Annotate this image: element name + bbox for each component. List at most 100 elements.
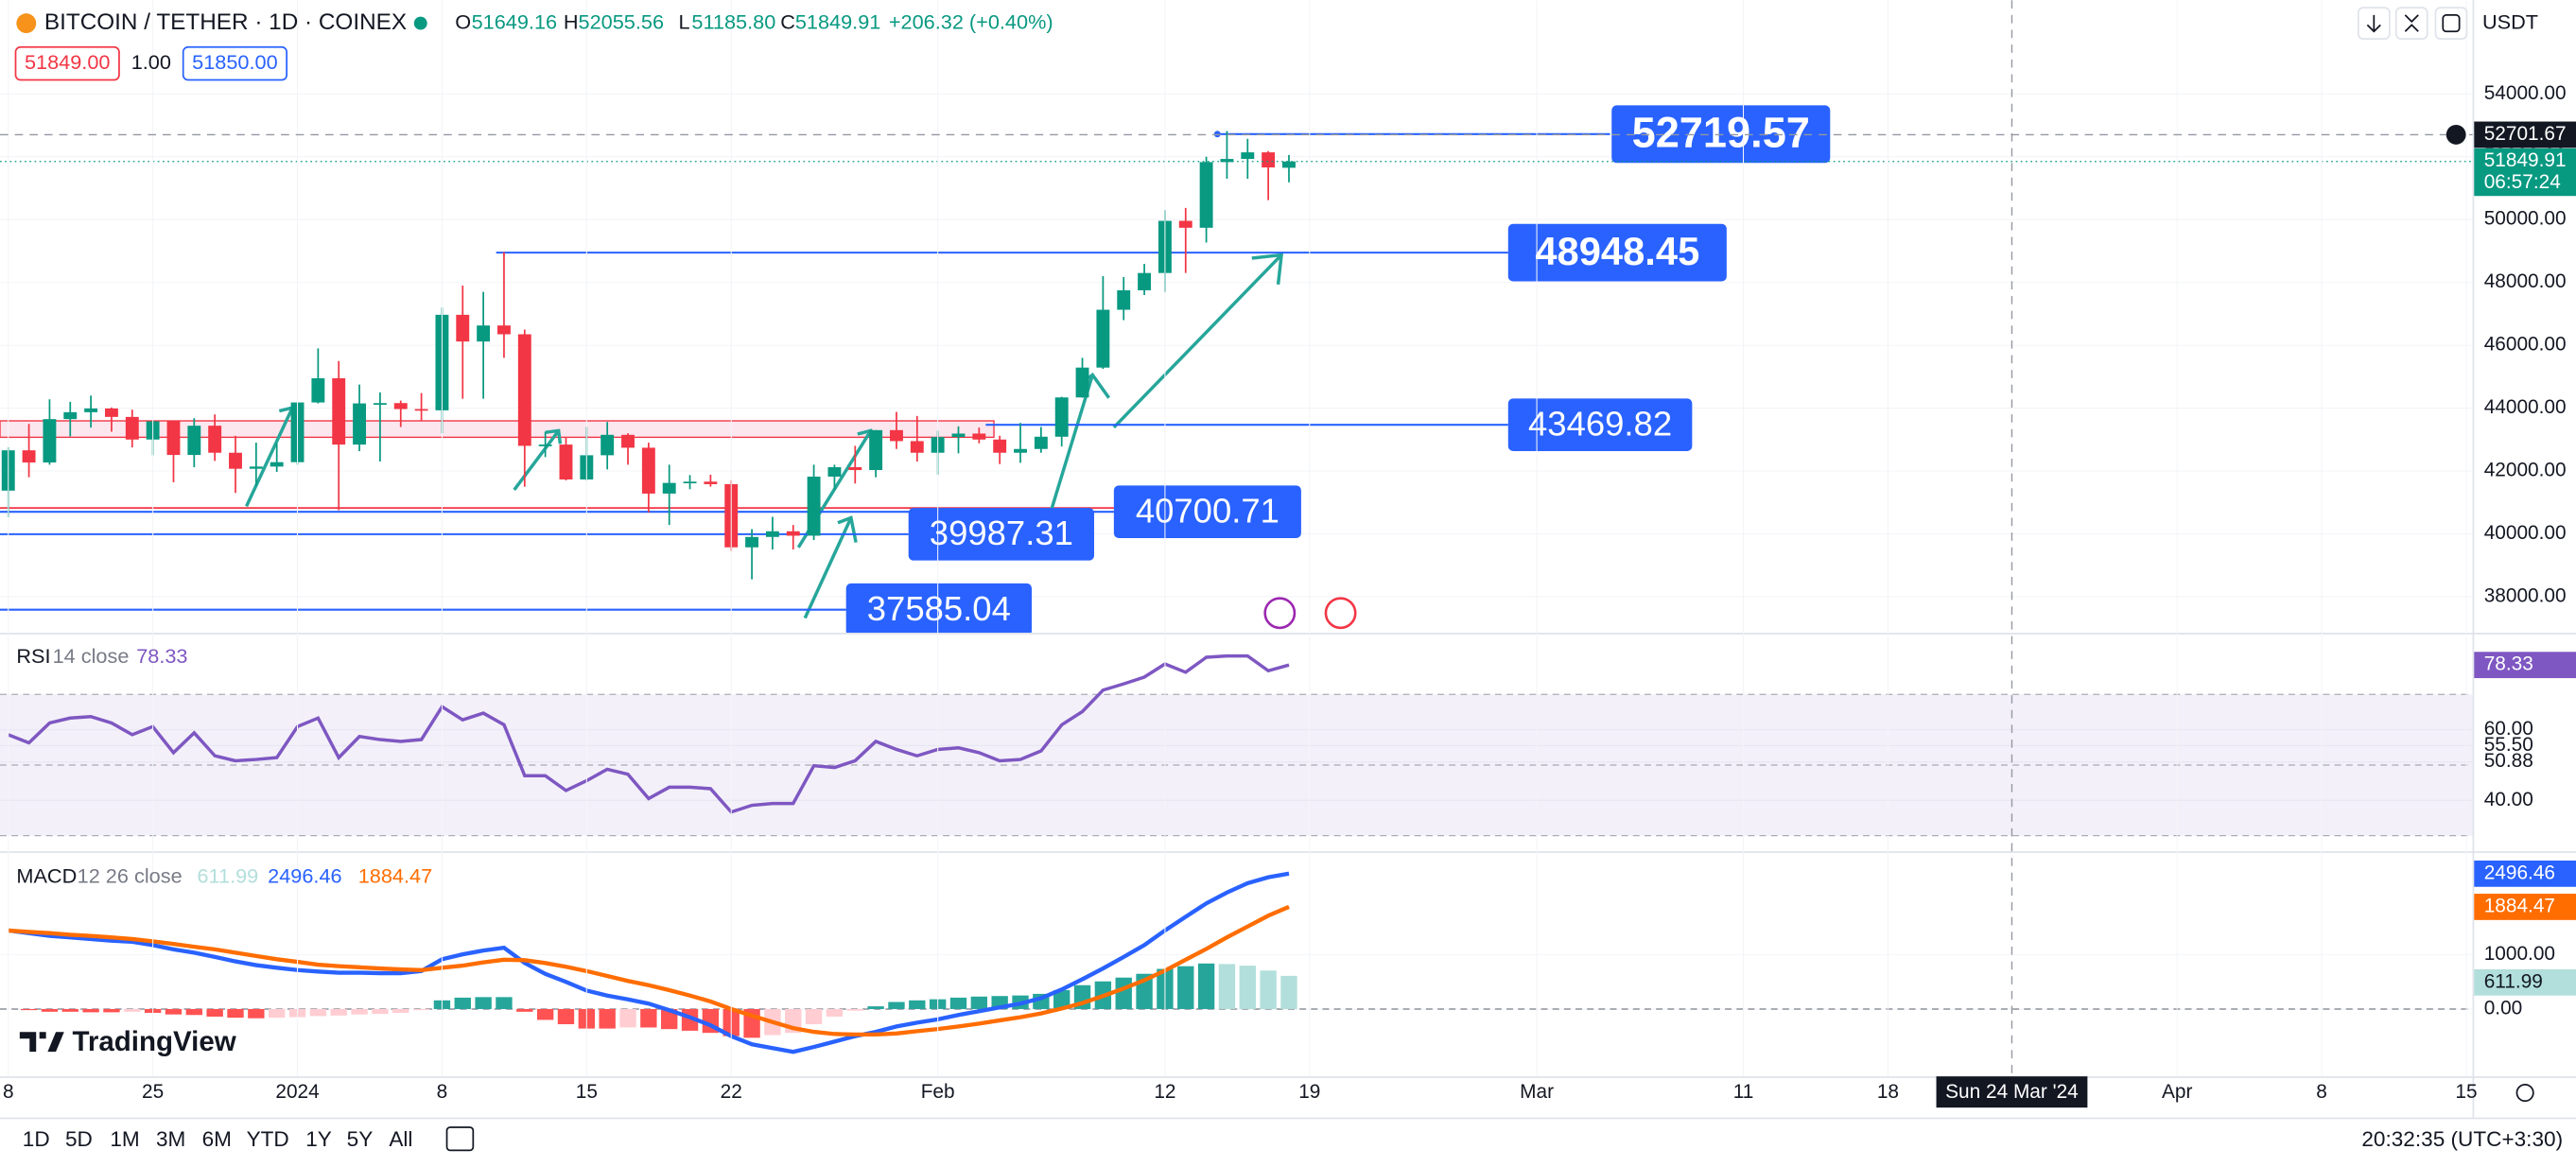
range-button[interactable]: 5D bbox=[65, 1127, 93, 1151]
candle-body bbox=[890, 429, 903, 442]
add-alert-icon[interactable] bbox=[2445, 125, 2466, 145]
change: +206.32 (+0.40%) bbox=[889, 9, 1053, 33]
histogram-bar bbox=[1239, 966, 1256, 1009]
candle-body bbox=[786, 531, 800, 536]
buy-price: 51850.00 bbox=[192, 50, 278, 74]
rsi-legend-name: RSI bbox=[16, 644, 50, 668]
level-label: 48948.45 bbox=[1535, 229, 1699, 273]
level-label-box[interactable] bbox=[1507, 223, 1727, 282]
histogram-bar bbox=[124, 1008, 141, 1012]
macd-tag-box bbox=[2474, 860, 2576, 887]
range-button[interactable]: 6M bbox=[202, 1127, 232, 1151]
histogram-bar bbox=[516, 1008, 533, 1012]
range-button[interactable]: 1Y bbox=[305, 1127, 332, 1151]
rsi-tag: 78.33 bbox=[2484, 653, 2533, 675]
histogram-bar bbox=[536, 1008, 554, 1020]
histogram-bar bbox=[309, 1008, 327, 1017]
buy-button[interactable] bbox=[182, 45, 288, 81]
candle-body bbox=[22, 450, 36, 463]
range-button[interactable]: 1D bbox=[23, 1127, 50, 1151]
flag-icon[interactable] bbox=[1324, 597, 1357, 630]
histogram-bar bbox=[826, 1008, 844, 1017]
symbol-title[interactable]: BITCOIN / TETHER · 1D · COINEX bbox=[44, 9, 407, 35]
candle-body bbox=[1220, 159, 1234, 163]
range-button[interactable]: 5Y bbox=[347, 1127, 374, 1151]
histogram-bar bbox=[1260, 970, 1277, 1009]
level-label: 37585.04 bbox=[867, 589, 1011, 628]
ohlc-key: H bbox=[564, 9, 579, 33]
ohlc-value: 51849.91 bbox=[795, 9, 881, 33]
button[interactable] bbox=[2357, 7, 2391, 40]
sell-button[interactable] bbox=[14, 45, 120, 81]
settings-icon[interactable] bbox=[2515, 1083, 2534, 1103]
level-label-box[interactable] bbox=[845, 583, 1032, 636]
last-price: 51849.91 bbox=[2484, 149, 2567, 171]
candle-body bbox=[765, 531, 779, 537]
y-tick-label: 1000.00 bbox=[2484, 943, 2555, 965]
histogram-bar bbox=[1280, 975, 1297, 1009]
date-range-icon[interactable] bbox=[445, 1126, 475, 1152]
crosshair-price-box bbox=[2474, 121, 2576, 148]
histogram-bar bbox=[206, 1008, 223, 1017]
histogram-bar bbox=[103, 1008, 120, 1013]
ohlc-key: L bbox=[678, 9, 689, 33]
candle-body bbox=[704, 481, 718, 484]
x-tick-label: Apr bbox=[2162, 1081, 2192, 1103]
macd-legend-name: MACD bbox=[16, 864, 77, 888]
currency[interactable]: USDT bbox=[2482, 9, 2538, 33]
histogram-bar bbox=[185, 1008, 203, 1016]
y-tick-label: 42000.00 bbox=[2484, 460, 2567, 481]
x-tick-label: 19 bbox=[1298, 1081, 1320, 1103]
range-button[interactable]: All bbox=[389, 1127, 412, 1151]
histogram-bar bbox=[949, 997, 967, 1009]
level-label: 52719.57 bbox=[1632, 108, 1810, 156]
arrow bbox=[513, 429, 561, 492]
histogram-bar bbox=[392, 1008, 409, 1013]
x-tick-label: 22 bbox=[721, 1081, 742, 1103]
candle-body bbox=[270, 462, 284, 467]
symbol-logo bbox=[16, 13, 37, 34]
clock[interactable]: 20:32:35 (UTC+3:30) bbox=[2361, 1127, 2563, 1151]
level-label-box[interactable] bbox=[908, 508, 1095, 561]
histogram-bar bbox=[454, 997, 471, 1009]
macd-line bbox=[8, 904, 1290, 1037]
candle-body bbox=[1241, 152, 1255, 160]
histogram-bar bbox=[41, 1008, 59, 1012]
candle-body bbox=[353, 403, 367, 445]
range-button[interactable]: YTD bbox=[247, 1127, 289, 1151]
range-button[interactable]: 3M bbox=[156, 1127, 185, 1151]
histogram-bar bbox=[557, 1008, 575, 1025]
candle-body bbox=[456, 314, 470, 342]
button[interactable] bbox=[2394, 7, 2428, 40]
logo-mark bbox=[19, 1032, 64, 1053]
candle-body bbox=[1138, 272, 1152, 290]
candle-body bbox=[538, 444, 552, 446]
y-tick-label: 50000.00 bbox=[2484, 208, 2567, 230]
x-tick-label: 11 bbox=[1733, 1081, 1754, 1103]
candle-body bbox=[1014, 448, 1027, 453]
candle-body bbox=[972, 433, 986, 440]
event-icon[interactable] bbox=[1263, 597, 1297, 630]
candle-body bbox=[683, 481, 697, 484]
level-label-box[interactable] bbox=[1507, 398, 1693, 451]
histogram-bar bbox=[1218, 964, 1236, 1009]
x-tick-label: 15 bbox=[576, 1081, 598, 1103]
macd-legend-hist: 611.99 bbox=[197, 864, 258, 888]
histogram-bar bbox=[1177, 966, 1194, 1009]
x-tick-label: 18 bbox=[1877, 1081, 1899, 1103]
ohlc-value: 51649.16 bbox=[472, 9, 558, 33]
candle-body bbox=[1282, 161, 1296, 168]
candle-body bbox=[600, 434, 615, 456]
macd-legend-params: 12 26 close bbox=[78, 864, 183, 888]
histogram-bar bbox=[330, 1008, 347, 1016]
range-button[interactable]: 1M bbox=[110, 1127, 139, 1151]
macd-tag: 2496.46 bbox=[2484, 862, 2555, 883]
macd-legend-value: 1884.47 bbox=[358, 864, 432, 888]
hist-tag: 611.99 bbox=[2484, 970, 2543, 992]
candle-body bbox=[1054, 397, 1069, 437]
level-label-box[interactable] bbox=[1113, 485, 1301, 538]
button[interactable] bbox=[2434, 7, 2468, 40]
x-tick-label: Feb bbox=[921, 1081, 955, 1103]
y-tick-label: 40000.00 bbox=[2484, 522, 2567, 544]
